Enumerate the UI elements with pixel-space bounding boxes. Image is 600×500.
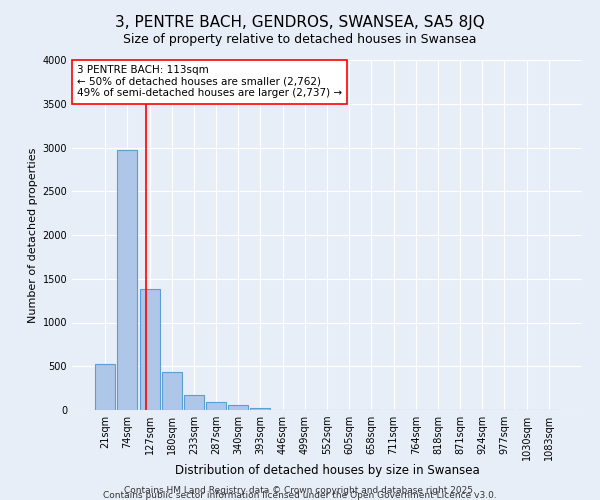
Text: 3 PENTRE BACH: 113sqm
← 50% of detached houses are smaller (2,762)
49% of semi-d: 3 PENTRE BACH: 113sqm ← 50% of detached … [77,66,342,98]
Bar [140,289,160,410]
Bar [95,364,115,410]
Text: Size of property relative to detached houses in Swansea: Size of property relative to detached ho… [123,32,477,46]
Bar [184,395,204,410]
Bar [206,402,226,410]
Bar [118,150,137,410]
Text: Contains public sector information licensed under the Open Government Licence v3: Contains public sector information licen… [103,490,497,500]
Bar [162,372,182,410]
Text: 3, PENTRE BACH, GENDROS, SWANSEA, SA5 8JQ: 3, PENTRE BACH, GENDROS, SWANSEA, SA5 8J… [115,15,485,30]
Bar [250,408,271,410]
Y-axis label: Number of detached properties: Number of detached properties [28,148,38,322]
Bar [228,405,248,410]
Text: Contains HM Land Registry data © Crown copyright and database right 2025.: Contains HM Land Registry data © Crown c… [124,486,476,495]
X-axis label: Distribution of detached houses by size in Swansea: Distribution of detached houses by size … [175,464,479,477]
